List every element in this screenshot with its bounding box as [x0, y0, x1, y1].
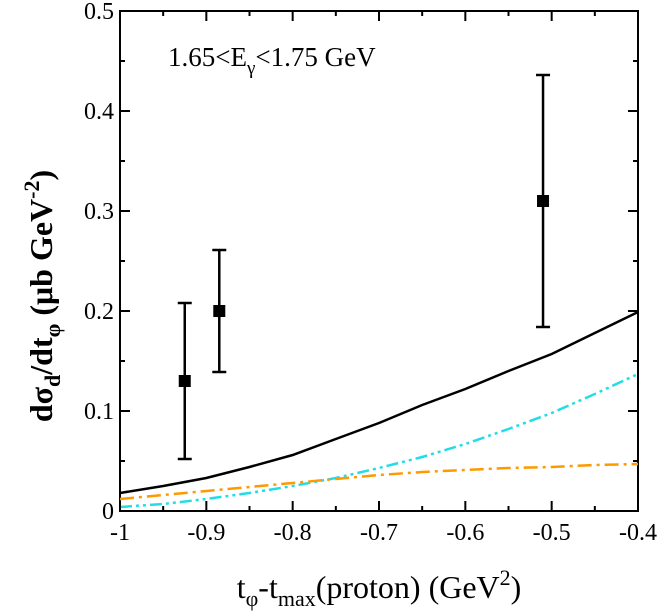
x-tick-label: -0.6	[446, 520, 484, 546]
data-point	[212, 248, 227, 374]
y-axis-label: dσd/dtφ (μb GeV-2)	[19, 170, 65, 422]
point-marker	[537, 195, 550, 207]
x-tick-label: -0.5	[533, 520, 571, 546]
data-point	[177, 301, 192, 461]
energy-annotation: 1.65<Eγ<1.75 GeV	[168, 42, 376, 79]
point-marker	[178, 375, 191, 387]
series-line-dash-dot	[119, 462, 639, 501]
x-axis-label: tφ-tmax(proton) (GeV2)	[237, 565, 522, 611]
data-point	[536, 73, 551, 329]
axis-ticks: -1 -0.9 -0.8 -0.7 -0.6 -0.5 -0.4 0 0.1 0.2 0.3 0.4 0…	[84, 0, 657, 546]
y-tick-label: 0	[102, 499, 114, 525]
series-line-dash-dot-dot	[119, 372, 639, 509]
y-tick-label: 0.4	[84, 99, 114, 125]
data-points	[177, 73, 551, 461]
x-tick-label: -0.4	[619, 520, 657, 546]
y-tick-label: 0.5	[84, 0, 114, 25]
point-marker	[213, 305, 226, 317]
x-tick-label: -0.9	[187, 520, 225, 546]
y-tick-label: 0.3	[84, 199, 114, 225]
plot-frame	[119, 10, 639, 512]
model-curves	[119, 310, 639, 509]
y-tick-label: 0.2	[84, 299, 114, 325]
x-tick-label: -0.7	[360, 520, 398, 546]
y-tick-label: 0.1	[84, 399, 114, 425]
series-line-solid	[119, 310, 639, 495]
x-tick-label: -1	[110, 520, 130, 546]
x-tick-label: -0.8	[274, 520, 312, 546]
